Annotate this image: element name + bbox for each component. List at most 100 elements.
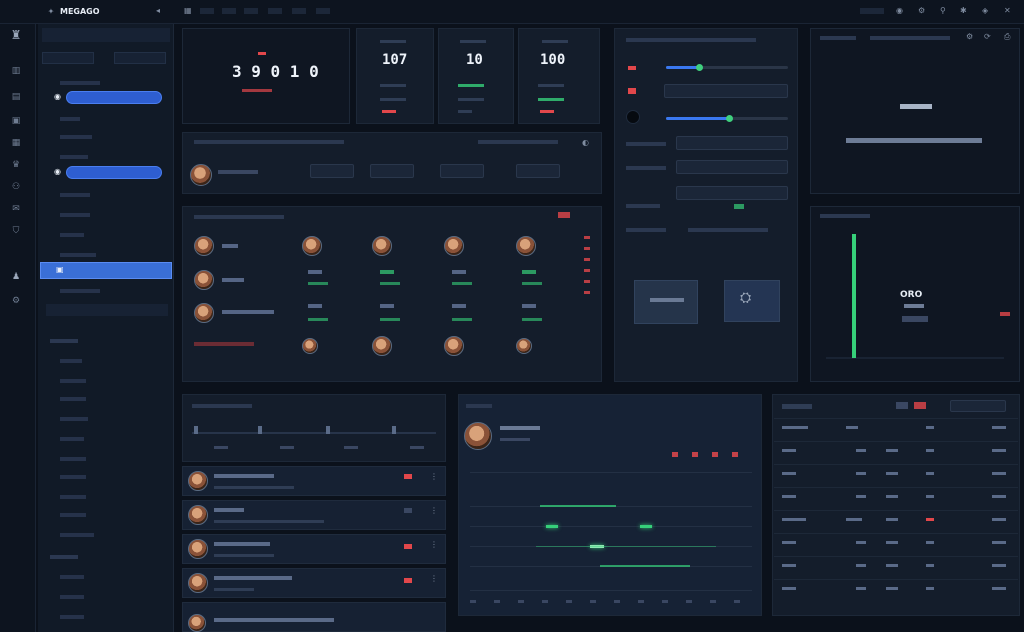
toolbar-tab-5[interactable] [292,8,306,14]
sidebar-item-22[interactable] [42,610,170,624]
user-icon[interactable]: ♜ [10,28,22,42]
list-item[interactable] [182,500,446,530]
preview-thumb-1[interactable] [634,280,698,324]
dashboard-icon[interactable]: ▥ [11,66,21,76]
trophy-icon[interactable]: ♛ [11,160,21,170]
table-row[interactable] [774,510,1018,533]
progress-slider[interactable] [666,115,788,122]
sidebar-filter-input[interactable] [114,52,166,64]
table-filter-button[interactable] [914,402,926,409]
sidebar-item-11[interactable] [42,374,170,388]
sidebar-item-3[interactable] [42,130,170,144]
sidebar-toggle-active-2[interactable] [66,166,162,179]
sidebar-item-1[interactable] [42,76,170,90]
table-row[interactable] [774,464,1018,487]
notifications-icon[interactable]: ◉ [896,6,903,15]
collapse-icon[interactable]: ◂ [156,6,161,15]
table-row[interactable] [774,533,1018,556]
chart-panel-mark [1000,312,1010,316]
help-icon[interactable]: ◈ [982,6,989,15]
sidebar-item-13[interactable] [42,412,170,426]
toolbar-menu-icon[interactable]: ▦ [184,6,192,15]
chart-icon[interactable]: ▤ [11,92,21,102]
overview-refresh-icon[interactable]: ⟳ [984,32,991,41]
sidebar-item-8[interactable] [42,248,170,262]
sidebar-item-selected[interactable] [40,262,172,279]
sidebar-item-10[interactable] [42,354,170,368]
sidebar-item-14[interactable] [42,432,170,446]
table-row[interactable] [774,418,1018,441]
sidebar-subtabs[interactable] [46,304,168,316]
timeline-track[interactable] [192,432,436,434]
list-item[interactable] [182,602,446,632]
match-chip-1[interactable] [310,164,354,178]
timeline-marker[interactable] [258,426,262,434]
table-row[interactable] [774,556,1018,579]
list-item[interactable] [182,466,446,496]
timeline-marker[interactable] [194,426,198,434]
sidebar-item-15[interactable] [42,452,170,466]
player-stat-col [452,282,472,285]
match-chip-3[interactable] [440,164,484,178]
toolbar-tab-6[interactable] [316,8,330,14]
toolbar-tab-2[interactable] [222,8,236,14]
sidebar-item-18[interactable] [42,508,170,522]
sidebar-item-7[interactable] [42,228,170,242]
sidebar-item-6[interactable] [42,208,170,222]
table-row[interactable] [774,441,1018,464]
match-chip-4[interactable] [516,164,560,178]
table-row[interactable] [774,579,1018,602]
gear-icon[interactable]: ⚙ [11,296,21,306]
team-icon[interactable]: ⚇ [11,182,21,192]
toolbar-tab-3[interactable] [244,8,258,14]
list-action-icon[interactable]: ⋮ [430,506,438,515]
toolbar-tab-4[interactable] [268,8,282,14]
sidebar-item-20[interactable] [42,570,170,584]
sidebar-item-21[interactable] [42,590,170,604]
sidebar-item-17[interactable] [42,490,170,504]
sidebar-toggle-active-1[interactable] [66,91,162,104]
radio-icon[interactable]: ◉ [54,167,61,176]
sidebar-item-2[interactable] [42,112,170,126]
preview-thumb-2[interactable] [724,280,780,322]
volume-slider[interactable] [666,64,788,71]
table-filter-button[interactable] [896,402,908,409]
record-button[interactable] [626,110,640,124]
overview-settings-icon[interactable]: ⚙ [966,32,974,41]
controls-row-input[interactable] [676,186,788,200]
controls-row-input[interactable] [676,160,788,174]
radio-icon[interactable]: ◉ [54,92,61,101]
calendar-icon[interactable]: ▦ [11,138,21,148]
sidebar-item-16[interactable] [42,470,170,484]
controls-row-input[interactable] [676,136,788,150]
close-icon[interactable]: ✕ [1004,6,1011,15]
sidebar-search-input[interactable] [42,52,94,64]
settings-icon[interactable]: ⚙ [918,6,926,15]
list-action-icon[interactable]: ⋮ [430,574,438,583]
toolbar-tab-1[interactable] [200,8,214,14]
pin-icon[interactable]: ⚲ [940,6,946,15]
match-strip-more-icon[interactable]: ◐ [582,138,589,147]
timeline-marker[interactable] [392,426,396,434]
list-action-icon[interactable]: ⋮ [430,540,438,549]
list-action-icon[interactable]: ⋮ [430,472,438,481]
timeline-marker[interactable] [326,426,330,434]
list-icon[interactable]: ▣ [11,116,21,126]
stat-sub [380,98,406,101]
player-icon[interactable]: ♟ [11,272,21,282]
sidebar-item-5[interactable] [42,188,170,202]
overview-close-icon[interactable]: ⎙ [1004,32,1011,41]
sidebar-item-4[interactable] [42,150,170,164]
controls-row-input[interactable] [664,84,788,98]
match-chip-2[interactable] [370,164,414,178]
apps-icon[interactable]: ✱ [960,6,967,15]
table-row[interactable] [774,487,1018,510]
list-item[interactable] [182,534,446,564]
list-item[interactable] [182,568,446,598]
sidebar-item-12[interactable] [42,392,170,406]
shield-icon[interactable]: ⛉ [12,226,20,236]
table-sort-button[interactable] [950,400,1006,412]
message-icon[interactable]: ✉ [12,204,20,214]
sidebar-item-9[interactable] [42,284,170,298]
sidebar-item-19[interactable] [42,528,170,542]
